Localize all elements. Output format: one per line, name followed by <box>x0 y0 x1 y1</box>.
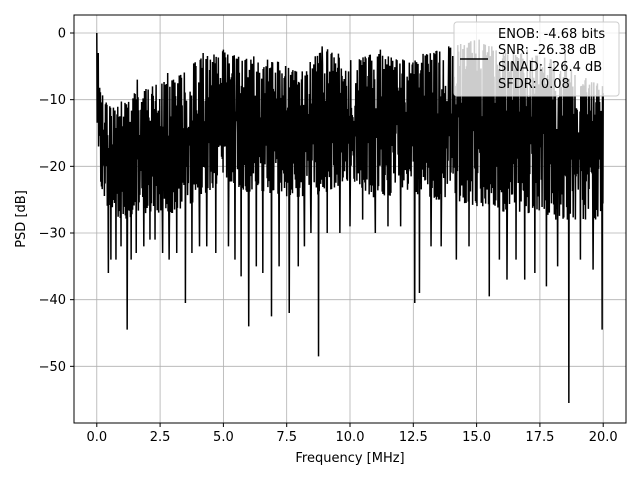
psd-series-line <box>96 32 604 404</box>
y-tick-label: −30 <box>39 227 66 242</box>
y-tick-label: 0 <box>58 27 66 42</box>
y-axis-ticks: 0 −10 −20 −30 −40 −50 <box>39 27 74 375</box>
y-axis-label: PSD [dB] <box>14 190 29 248</box>
x-tick-label: 2.5 <box>150 430 171 445</box>
legend-entry-enob: ENOB: -4.68 bits <box>498 27 605 42</box>
y-tick-label: −20 <box>39 160 66 175</box>
legend-box <box>453 21 620 97</box>
x-tick-label: 5.0 <box>213 430 234 445</box>
x-tick-label: 0.0 <box>86 430 107 445</box>
y-tick-label: −10 <box>39 93 66 108</box>
x-tick-label: 17.5 <box>525 430 554 445</box>
legend: ENOB: -4.68 bits SNR: -26.38 dB SINAD: -… <box>453 21 620 97</box>
x-tick-label: 15.0 <box>462 430 491 445</box>
y-tick-label: −50 <box>39 360 66 375</box>
x-tick-label: 12.5 <box>399 430 428 445</box>
x-tick-label: 7.5 <box>276 430 297 445</box>
legend-entry-sfdr: SFDR: 0.08 <box>498 77 570 92</box>
x-axis-ticks: 0.0 2.5 5.0 7.5 10.0 12.5 15.0 17.5 20.0 <box>86 423 618 445</box>
x-axis-label: Frequency [MHz] <box>295 451 404 466</box>
x-tick-label: 10.0 <box>336 430 365 445</box>
y-tick-label: −40 <box>39 293 66 308</box>
plot-area <box>96 32 604 404</box>
legend-entry-snr: SNR: -26.38 dB <box>498 43 596 58</box>
legend-entry-sinad: SINAD: -26.4 dB <box>498 60 602 75</box>
x-tick-label: 20.0 <box>589 430 618 445</box>
